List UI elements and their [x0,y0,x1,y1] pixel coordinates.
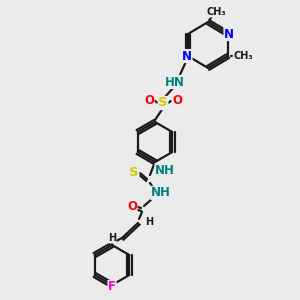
Text: H: H [108,233,116,243]
Text: N: N [182,50,192,62]
Text: HN: HN [165,76,185,88]
Text: NH: NH [155,164,175,176]
Text: O: O [127,200,137,212]
Text: H: H [145,217,153,227]
Text: S: S [129,166,139,178]
Text: CH₃: CH₃ [233,51,253,61]
Text: O: O [172,94,182,107]
Text: NH: NH [151,187,171,200]
Text: CH₃: CH₃ [206,7,226,17]
Text: O: O [144,94,154,107]
Text: N: N [224,28,234,40]
Text: S: S [158,97,168,110]
Text: F: F [108,280,116,293]
